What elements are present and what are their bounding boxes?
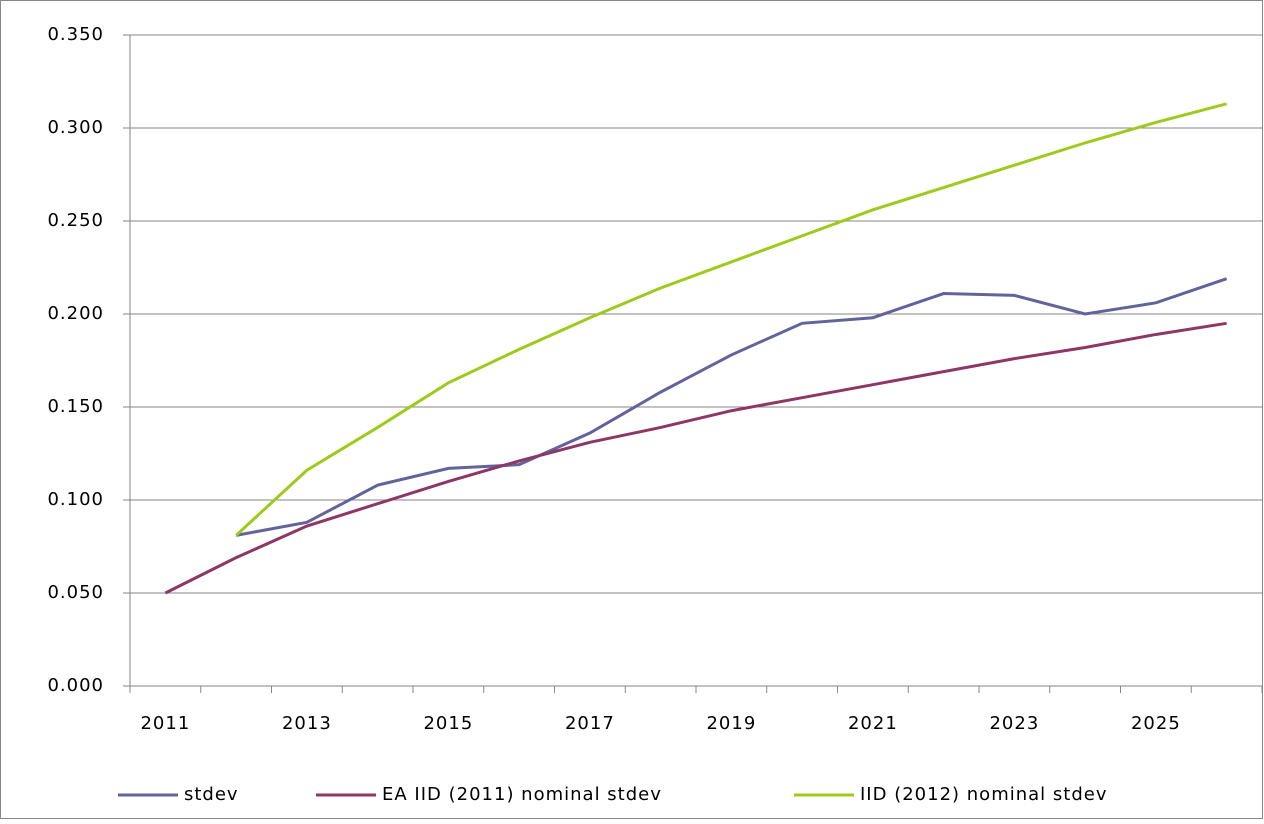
x-tick-label: 2017 — [565, 713, 615, 734]
legend-label: EA IID (2011) nominal stdev — [382, 784, 662, 805]
y-tick-label: 0.200 — [47, 303, 104, 324]
series-line — [164, 321, 1227, 595]
x-tick-label: 2023 — [989, 713, 1039, 734]
x-tick-label: 2011 — [140, 713, 190, 734]
y-tick-label: 0.350 — [47, 24, 104, 45]
y-tick-label: 0.250 — [47, 210, 104, 231]
x-tick-label: 2013 — [282, 713, 332, 734]
y-tick-label: 0.150 — [47, 396, 104, 417]
y-tick-label: 0.000 — [47, 675, 104, 696]
legend-label: IID (2012) nominal stdev — [860, 784, 1107, 805]
y-tick-label: 0.100 — [47, 489, 104, 510]
y-tick-label: 0.050 — [47, 582, 104, 603]
x-tick-label: 2015 — [423, 713, 473, 734]
x-tick-label: 2025 — [1131, 713, 1181, 734]
x-tick-label: 2019 — [706, 713, 756, 734]
series-line — [235, 277, 1228, 537]
series-line — [235, 102, 1228, 537]
y-tick-label: 0.300 — [47, 117, 104, 138]
legend-label: stdev — [184, 784, 239, 805]
x-tick-label: 2021 — [848, 713, 898, 734]
